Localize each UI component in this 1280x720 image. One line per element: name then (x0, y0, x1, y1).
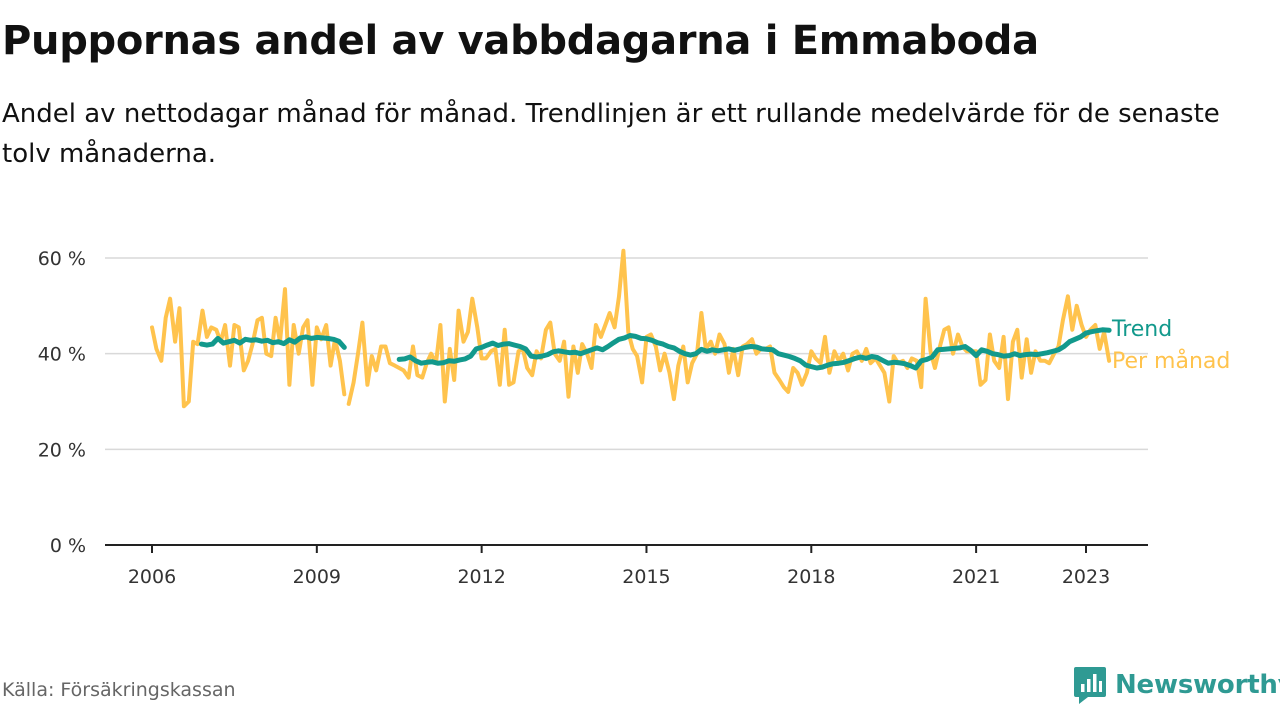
brand-name: Newsworthy (1115, 670, 1280, 700)
x-tick-label: 2009 (293, 566, 341, 588)
series-line-trend-segment-0 (198, 334, 347, 350)
x-tick-label: 2023 (1062, 566, 1110, 588)
chart-title: Puppornas andel av vabbdagarna i Emmabod… (2, 18, 1039, 64)
series-lines (150, 248, 1112, 409)
chart-bubble-icon (1074, 667, 1106, 704)
series-line-per_month-segment-0 (150, 287, 347, 409)
series-labels: Per månad Trend (1111, 317, 1230, 374)
y-tick-label: 40 % (38, 344, 86, 366)
x-tick-label: 2015 (622, 566, 670, 588)
x-tick-label: 2012 (457, 566, 505, 588)
axes: 0 % 20 % 40 % 60 % 2006 2009 2012 2015 2018 2021 2… (38, 248, 1148, 588)
x-tick-label: 2006 (128, 566, 176, 588)
series-label-trend: Trend (1111, 317, 1172, 342)
y-tick-label: 20 % (38, 439, 86, 461)
y-tick-label: 0 % (50, 535, 86, 557)
series-line-trend-segment-1 (396, 327, 1112, 371)
x-tick-label: 2021 (952, 566, 1000, 588)
chart-subtitle: Andel av nettodagar månad för månad. Tre… (2, 99, 1220, 169)
brand-logo[interactable]: Newsworthy (1073, 664, 1280, 706)
series-line-per_month-segment-1 (346, 248, 1112, 406)
y-tick-label: 60 % (38, 248, 86, 270)
x-tick-label: 2018 (787, 566, 835, 588)
series-label-per_month: Per månad (1112, 348, 1230, 374)
source-note: Källa: Försäkringskassan (2, 679, 236, 701)
